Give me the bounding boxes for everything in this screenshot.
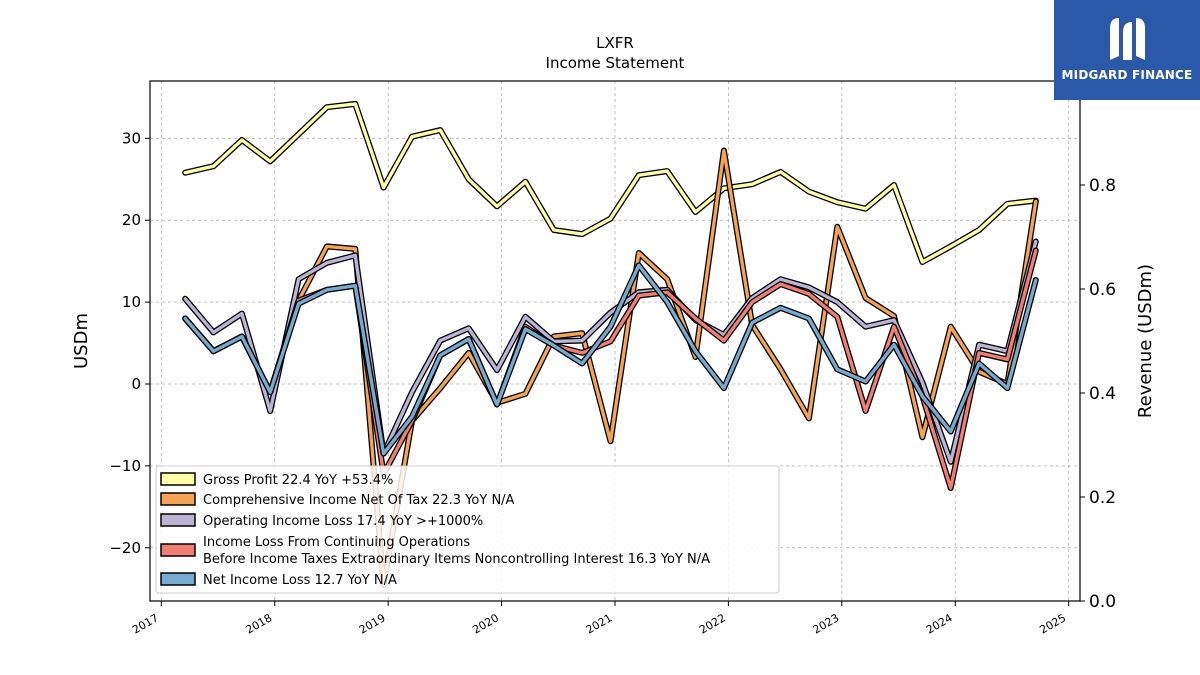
legend-box (155, 465, 780, 594)
x-tick-label: 2018 (244, 611, 275, 636)
legend-swatch-3 (160, 543, 196, 557)
y-right-tick-label: 0.8 (1089, 176, 1116, 196)
y-right-tick-label: 0.6 (1089, 280, 1116, 300)
x-tick-label: 2023 (811, 611, 842, 636)
chart-title: LXFR (596, 34, 634, 52)
legend: Gross Profit 22.4 YoY +53.4% Comprehensiv… (155, 465, 780, 594)
brand-name: MIDGARD FINANCE (1061, 68, 1193, 82)
series-line-4 (183, 263, 1038, 456)
x-tick-label: 2021 (584, 611, 615, 636)
x-tick-label: 2024 (924, 611, 955, 636)
y-axis-label: USDm (71, 313, 92, 369)
legend-label-0: Gross Profit 22.4 YoY +53.4% (203, 473, 393, 488)
series-line-1 (183, 148, 1038, 587)
x-tick-label: 2017 (130, 611, 161, 636)
y-tick-label: 30 (122, 129, 141, 147)
y-axis-label-right: Revenue (USDm) (1135, 264, 1156, 418)
legend-label-2: Operating Income Loss 17.4 YoY >+1000% (203, 514, 483, 529)
brand-mark-icon (1110, 18, 1145, 60)
legend-swatch-2 (160, 513, 196, 527)
series-line-2 (183, 239, 1038, 464)
legend-swatch-4 (160, 572, 196, 586)
y-right-tick-label: 0.2 (1089, 488, 1116, 508)
legend-label-1: Comprehensive Income Net Of Tax 22.3 YoY… (203, 493, 515, 508)
legend-label-3-line-0: Income Loss From Continuing Operations (203, 535, 470, 550)
y-tick-label: 0 (131, 375, 141, 393)
series-line-0 (183, 102, 1038, 264)
legend-label-3-line-1: Before Income Taxes Extraordinary Items … (203, 552, 710, 567)
x-tick-label: 2019 (357, 611, 388, 636)
series-outline-0 (182, 100, 1039, 265)
legend-swatch-0 (160, 472, 196, 486)
x-tick-label: 2022 (697, 611, 728, 636)
y-right-tick-label: 0.4 (1089, 384, 1116, 404)
x-tick-label: 2020 (470, 611, 501, 636)
legend-swatch-1 (160, 492, 196, 506)
chart-subtitle: Income Statement (546, 54, 685, 72)
y-tick-label: −10 (109, 457, 141, 475)
y-tick-label: 20 (122, 211, 141, 229)
y-tick-label: 10 (122, 293, 141, 311)
brand-logo: MIDGARD FINANCE (1054, 0, 1200, 100)
series-lines (182, 100, 1039, 588)
x-tick-label: 2025 (1037, 611, 1068, 636)
legend-label-4: Net Income Loss 12.7 YoY N/A (203, 573, 397, 588)
y-tick-label: −20 (109, 539, 141, 557)
y-right-tick-label: 0.0 (1089, 592, 1116, 612)
